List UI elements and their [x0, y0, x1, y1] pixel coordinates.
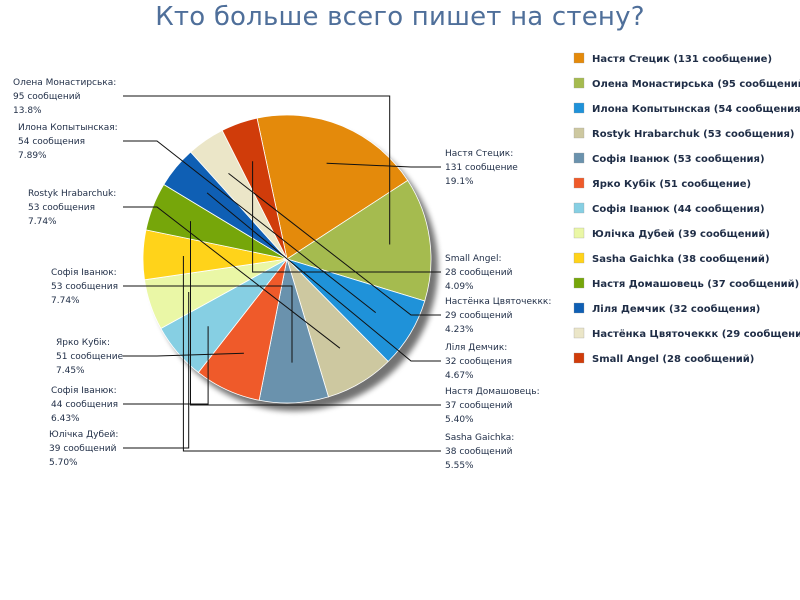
leader-line	[123, 140, 377, 313]
slice-label-value: 95 сообщений	[13, 92, 81, 102]
slice-label-name: Олена Монастирська:	[13, 78, 116, 88]
slice-label-percent: 7.45%	[56, 366, 85, 376]
legend-item: Ярко Кубік (51 сообщение)	[592, 178, 751, 190]
leader-line	[123, 285, 293, 363]
legend-item: Rostyk Hrabarchuk (53 сообщения)	[592, 128, 795, 140]
slice-label-name: Ліля Демчик:	[445, 343, 507, 353]
legend-swatch	[573, 102, 585, 114]
legend-item: Настя Домашовець (37 сообщений)	[592, 278, 799, 290]
slice-label-name: Юлічка Дубей:	[49, 430, 118, 440]
legend-swatch	[573, 277, 585, 289]
slice-label-name: Sasha Gaichka:	[445, 433, 514, 443]
slice-label-value: 53 сообщения	[51, 282, 118, 292]
leader-line	[123, 206, 341, 349]
leader-line	[123, 352, 244, 357]
legend-item: Sasha Gaichka (38 сообщений)	[592, 253, 770, 265]
leader-line	[228, 173, 441, 316]
slice-label-percent: 6.43%	[51, 414, 80, 424]
legend-item: Илона Копытынская (54 сообщения)	[592, 103, 800, 115]
pie-slice	[256, 114, 409, 260]
legend-swatch	[573, 127, 585, 139]
slice-label-percent: 5.55%	[445, 461, 474, 471]
pie-slice	[286, 179, 432, 302]
leader-line	[123, 95, 391, 245]
legend-item: Small Angel (28 сообщений)	[592, 353, 754, 365]
slice-label-name: Софія Іванюк:	[51, 386, 117, 396]
legend-item: Настя Стецик (131 сообщение)	[592, 53, 772, 65]
slice-label-value: 131 сообщение	[445, 163, 518, 173]
slice-label-percent: 5.70%	[49, 458, 78, 468]
slice-label-name: Настя Стецик:	[445, 149, 513, 159]
slice-label-name: Rostyk Hrabarchuk:	[28, 189, 116, 199]
slice-label-percent: 4.67%	[445, 371, 474, 381]
leader-line	[182, 256, 441, 452]
slice-label-name: Илона Копытынская:	[18, 123, 118, 133]
slice-label-value: 32 сообщения	[445, 357, 512, 367]
leader-line	[206, 192, 441, 362]
slice-label-value: 51 сообщение	[56, 352, 124, 362]
leader-line	[252, 161, 441, 273]
legend-item: Юлічка Дубей (39 сообщений)	[592, 228, 770, 240]
legend-swatch	[573, 77, 585, 89]
legend-swatch	[573, 352, 585, 364]
legend-item: Ліля Демчик (32 сообщения)	[592, 303, 760, 315]
slice-label-percent: 19.1%	[445, 177, 474, 187]
slice-label-value: 53 сообщения	[28, 203, 95, 213]
legend-item: Олена Монастирська (95 сообщений)	[592, 78, 800, 90]
leader-line	[123, 326, 209, 405]
legend-swatch	[573, 202, 585, 214]
legend-swatch	[573, 177, 585, 189]
slice-label-value: 37 сообщений	[445, 401, 513, 411]
slice-label-name: Софія Іванюк:	[51, 268, 117, 278]
slice-label-value: 38 сообщений	[445, 447, 513, 457]
legend-swatch	[573, 302, 585, 314]
slice-label-percent: 4.23%	[445, 325, 474, 335]
legend-swatch	[573, 252, 585, 264]
legend-item: Настёнка Цвяточеккк (29 сообщений)	[592, 328, 800, 340]
leader-line	[123, 292, 190, 449]
slice-label-value: 39 сообщений	[49, 444, 117, 454]
slice-label-name: Настёнка Цвяточеккк:	[445, 297, 551, 307]
legend-swatch	[573, 152, 585, 164]
legend-swatch	[573, 227, 585, 239]
slice-label-value: 28 сообщений	[445, 268, 513, 278]
legend-swatch	[573, 52, 585, 64]
slice-label-percent: 7.74%	[28, 217, 57, 227]
slice-label-name: Ярко Кубік:	[56, 338, 110, 348]
legend-item: Софія Іванюк (53 сообщения)	[592, 153, 765, 165]
slice-label-percent: 4.09%	[445, 282, 474, 292]
slice-label-name: Настя Домашовець:	[445, 387, 540, 397]
legend-item: Софія Іванюк (44 сообщения)	[592, 203, 765, 215]
leader-line	[326, 162, 441, 168]
slice-label-value: 44 сообщения	[51, 400, 118, 410]
legend-swatch	[573, 327, 585, 339]
slice-label-percent: 13.8%	[13, 106, 42, 116]
leader-line	[190, 221, 441, 406]
slice-label-value: 54 сообщения	[18, 137, 85, 147]
slice-label-percent: 5.40%	[445, 415, 474, 425]
slice-label-name: Small Angel:	[445, 254, 502, 264]
slice-label-percent: 7.74%	[51, 296, 80, 306]
pie-slice	[221, 117, 288, 260]
slice-label-percent: 7.89%	[18, 151, 47, 161]
chart-title: Кто больше всего пишет на стену?	[155, 2, 645, 32]
slice-label-value: 29 сообщений	[445, 311, 513, 321]
